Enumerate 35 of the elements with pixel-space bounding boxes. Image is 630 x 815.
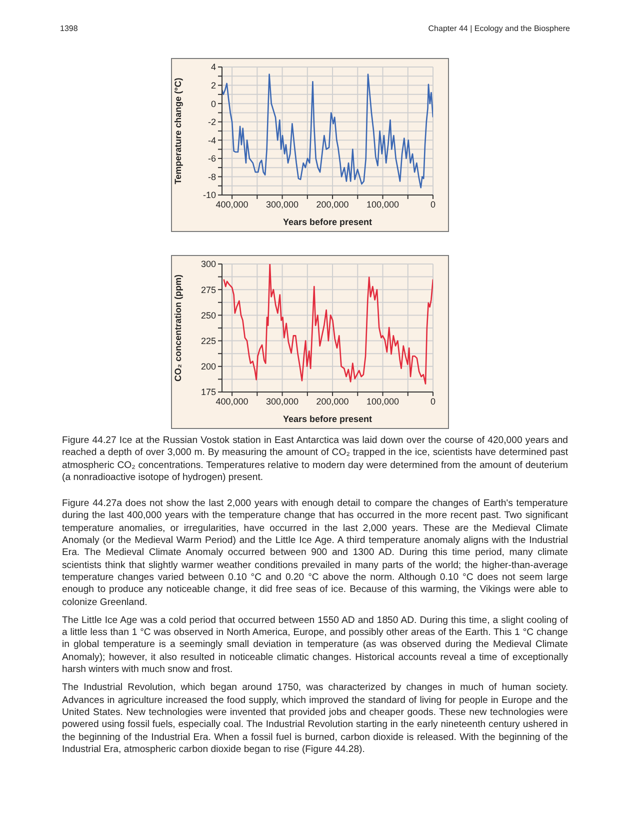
y-tick-label: -8 bbox=[208, 172, 216, 182]
y-tick-label: -10 bbox=[202, 190, 216, 200]
x-tick-label: 100,000 bbox=[366, 396, 400, 406]
text: Chapter 44 | Ecology and the Biosphere bbox=[428, 24, 570, 33]
y-tick-label: -2 bbox=[208, 117, 216, 128]
y-tick-label: 2 bbox=[210, 80, 216, 90]
y-tick-label: 275 bbox=[200, 284, 216, 295]
y-tick-label: 175 bbox=[200, 387, 216, 398]
x-axis-title: Years before present bbox=[282, 217, 372, 227]
y-tick-label: 4 bbox=[210, 62, 216, 72]
y-tick-label: -6 bbox=[208, 154, 216, 164]
y-tick-label: 300 bbox=[200, 259, 216, 270]
x-tick-label: 0 bbox=[430, 199, 436, 210]
x-tick-label: 200,000 bbox=[316, 396, 349, 406]
text: Figure 44.27a does not show the last 2,000 years with enough detail to compare the changes of Earth's temperature during the last 400,000 years with the temperature change that has occurred in the more recent past. Two significant temperature anomalies, or irregularities, have occurred in the last 2,000 years. These are the Medieval Climate Anomaly (or the Medieval Warm Period) and the Little Ice Age. A third temperature anomaly aligns with the Industrial Era. The Medieval Climate Anomaly occurred between 900 and 1300 AD. During this time period, many climate scientists think that slightly warmer weather conditions prevailed in many parts of the world; the higher-than-average temperature changes varied between 0.10 °C and 0.20 °C above the norm. Although 0.10 °C does not seem large enough to produce any noticeable change, it did free seas of ice. Because of this warming, the Vikings were able to colonize Greenland. bbox=[62, 498, 568, 608]
y-axis-title: CO₂ concentration (ppm) bbox=[173, 274, 184, 382]
y-axis-title: Temperature change (°C) bbox=[173, 78, 184, 184]
x-tick-label: 200,000 bbox=[316, 199, 349, 210]
x-tick-label: 300,000 bbox=[266, 396, 299, 406]
y-tick-label: 200 bbox=[200, 362, 216, 372]
text: 1398 bbox=[60, 24, 78, 33]
x-axis-title: Years before present bbox=[282, 414, 372, 424]
x-tick-label: 100,000 bbox=[366, 199, 400, 210]
y-tick-label: 250 bbox=[200, 310, 216, 320]
caption: Figure 44.27 Ice at the Russian Vostok station in East Antarctica was laid down over the course of 420,000 years and reached a depth of over 3,000 m. By measuring the amount of CO₂ trapped in the ice, scientists have determined past atmospheric CO₂ concentrations. Temperatures relative to modern day were determined from the amount of deuterium (a nonradioactive isotope of hydrogen) present. bbox=[62, 435, 568, 483]
x-tick-label: 400,000 bbox=[216, 396, 248, 406]
x-tick-label: 300,000 bbox=[266, 199, 299, 210]
line-series bbox=[222, 74, 433, 188]
y-tick-label: 225 bbox=[200, 336, 216, 346]
y-tick-label: 0 bbox=[210, 98, 216, 109]
x-tick-label: 0 bbox=[430, 396, 436, 406]
x-tick-label: 400,000 bbox=[216, 199, 248, 210]
text: The Industrial Revolution, which began around 1750, was characterized by changes in much of human society. Advances in agriculture increased the food supply, which improved the standard of living for people in Europe and the United States. New technologies were invented that provided jobs and cheaper goods. These new technologies were powered using fossil fuels, especially coal. The Industrial Revolution starting in the early nineteenth century ushered in the beginning of the Industrial Era. When a fossil fuel is burned, carbon dioxide is released. With the beginning of the Industrial Era, atmospheric carbon dioxide began to rise (Figure 44.28). bbox=[62, 682, 568, 755]
text: The Little Ice Age was a cold period that occurred between 1550 AD and 1850 AD. During this time, a slight cooling of a little less than 1 °C was observed in North America, Europe, and possibly other areas of the Earth. This 1 °C change in global temperature is a seemingly small deviation in temperature (as was observed during the Medieval Climate Anomaly); however, it also resulted in noticeable climatic changes. Historical accounts reveal a time of exceptionally harsh winters with much snow and frost. bbox=[62, 614, 568, 676]
y-tick-label: -4 bbox=[208, 135, 216, 146]
